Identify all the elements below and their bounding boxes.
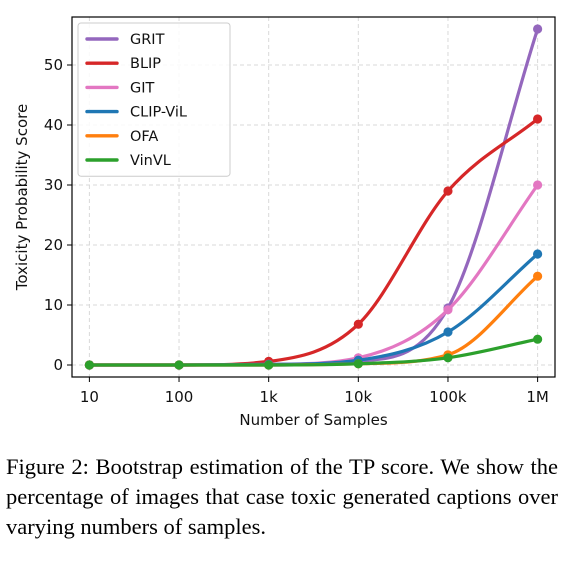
legend-label: CLIP-ViL [130, 105, 187, 121]
data-point [264, 360, 274, 370]
y-tick-label: 0 [53, 356, 63, 374]
series-vinvl [84, 334, 543, 370]
data-point [353, 359, 363, 369]
data-point [443, 353, 453, 363]
data-point [443, 305, 453, 315]
legend: GRIT BLIP GIT CLIP-ViL OFA VinVL [77, 22, 231, 177]
legend-item: GIT [85, 80, 155, 96]
data-point [533, 249, 543, 259]
x-axis-label: Number of Samples [239, 411, 387, 429]
data-point [533, 24, 543, 34]
y-tick-label: 30 [44, 176, 63, 194]
data-point [533, 180, 543, 190]
legend-item: CLIP-ViL [85, 105, 187, 121]
legend-item: VinVL [85, 153, 171, 169]
data-point [84, 360, 94, 370]
y-tick-label: 10 [44, 296, 63, 314]
x-tick-label: 1M [526, 388, 549, 406]
legend-item: GRIT [85, 32, 165, 48]
y-tick-label: 50 [44, 56, 63, 74]
y-tick-label: 20 [44, 236, 63, 254]
line-chart: 10 100 1k 10k 100k 1M 0 10 20 30 40 50 Number of Sa… [13, 16, 556, 429]
axis-ticks: 10 100 1k 10k 100k 1M 0 10 20 30 40 50 [44, 56, 549, 406]
data-point [174, 360, 184, 370]
legend-label: VinVL [130, 153, 171, 169]
figure-caption: Figure 2: Bootstrap estimation of the TP… [6, 454, 558, 539]
data-point [443, 327, 453, 337]
x-tick-label: 10k [344, 388, 372, 406]
y-axis-label: Toxicity Probability Score [13, 104, 31, 291]
legend-label: GRIT [130, 32, 165, 48]
data-point [533, 334, 543, 344]
x-tick-label: 100 [165, 388, 194, 406]
figure: 10 100 1k 10k 100k 1M 0 10 20 30 40 50 Number of Sa… [13, 16, 556, 429]
y-tick-label: 40 [44, 116, 63, 134]
series-line [87, 183, 540, 367]
legend-item: BLIP [85, 56, 161, 72]
x-tick-label: 10 [80, 388, 99, 406]
legend-box [77, 22, 231, 177]
data-point [353, 319, 363, 329]
legend-label: OFA [130, 129, 158, 145]
x-tick-label: 100k [429, 388, 467, 406]
data-point [533, 271, 543, 281]
data-point [443, 186, 453, 196]
x-tick-label: 1k [260, 388, 279, 406]
legend-label: BLIP [130, 56, 161, 72]
plot-frame [71, 16, 556, 378]
data-point [533, 114, 543, 124]
series-line [87, 252, 540, 367]
series-line [87, 337, 540, 367]
series-lines [84, 24, 543, 370]
legend-label: GIT [130, 80, 155, 96]
legend-item: OFA [85, 129, 158, 145]
